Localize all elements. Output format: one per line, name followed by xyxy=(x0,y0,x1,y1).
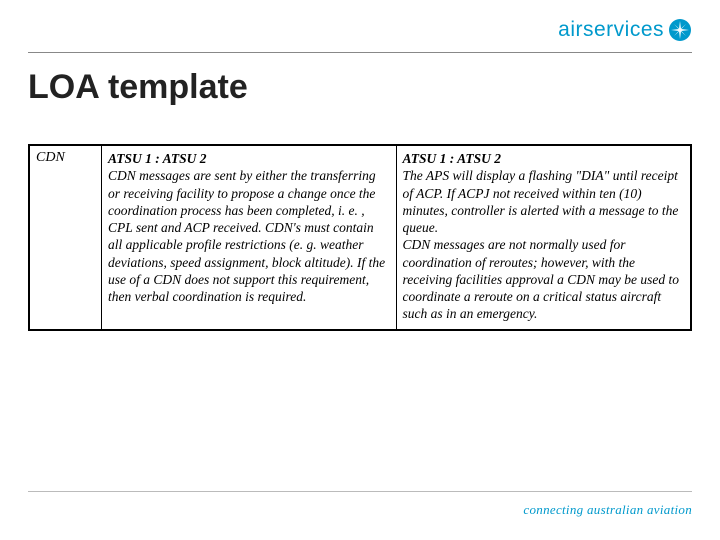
loa-table: CDN ATSU 1 : ATSU 2 CDN messages are sen… xyxy=(28,144,692,331)
page-title: LOA template xyxy=(28,68,248,107)
col2-header: ATSU 1 : ATSU 2 xyxy=(403,150,685,167)
col2-body-p1: The APS will display a flashing "DIA" un… xyxy=(403,167,685,236)
slide: airservices LOA template CDN ATS xyxy=(0,0,720,540)
row-label: CDN xyxy=(30,146,102,329)
table-col-2: ATSU 1 : ATSU 2 The APS will display a f… xyxy=(397,146,691,329)
col2-body-p2: CDN messages are not normally used for c… xyxy=(403,236,685,322)
footer-tagline: connecting australian aviation xyxy=(523,502,692,518)
col1-body: CDN messages are sent by either the tran… xyxy=(108,167,390,305)
col1-header: ATSU 1 : ATSU 2 xyxy=(108,150,390,167)
starburst-icon xyxy=(668,18,692,42)
brand-logo: airservices xyxy=(558,18,692,42)
brand-text: airservices xyxy=(558,18,664,42)
divider-top xyxy=(28,52,692,53)
table-col-1: ATSU 1 : ATSU 2 CDN messages are sent by… xyxy=(102,146,397,329)
divider-footer xyxy=(28,491,692,492)
